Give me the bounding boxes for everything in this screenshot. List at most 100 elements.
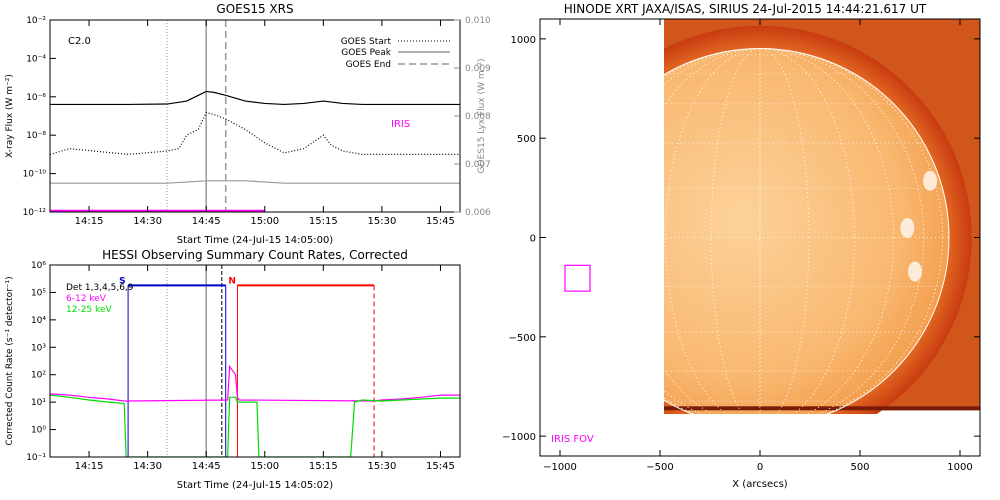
xrs-right-tick-label: 0.007 bbox=[465, 160, 491, 170]
hessi-xtick-label: 15:15 bbox=[309, 461, 338, 472]
legend-goes-peak: GOES Peak bbox=[341, 48, 391, 58]
hessi-xtick-label: 14:45 bbox=[192, 461, 221, 472]
xrt-y-axis: −1000 −500 0 500 1000 bbox=[502, 35, 980, 443]
xrt-helio-grid bbox=[664, 48, 949, 414]
xrt-ytick-label: 1000 bbox=[511, 35, 536, 46]
hessi-ytick-label: 10² bbox=[31, 371, 46, 381]
hessi-ytick-label: 10⁰ bbox=[31, 426, 46, 436]
xrt-image-panel: HINODE XRT JAXA/ISAS, SIRIUS 24-Jul-2015… bbox=[502, 2, 981, 490]
xrt-longitude-line bbox=[665, 48, 855, 414]
hessi-ytick-label: 10¹ bbox=[31, 398, 46, 408]
xrs-xtick-label: 15:30 bbox=[367, 216, 396, 227]
hessi-series-12-25-kev bbox=[50, 394, 460, 457]
goes-xrs-ylabel: X-ray Flux (W m⁻²) bbox=[5, 74, 15, 158]
iris-fov-rect bbox=[564, 264, 591, 292]
xrt-solar-disk bbox=[664, 48, 949, 414]
xrt-active-region bbox=[907, 261, 922, 282]
hessi-xtick-label: 15:00 bbox=[250, 461, 279, 472]
xrt-longitude-line bbox=[710, 48, 810, 414]
xrt-limb bbox=[664, 48, 950, 414]
xrt-bottom-edge bbox=[664, 406, 980, 411]
hessi-legend-detectors: Det 1,3,4,5,6,9 bbox=[66, 283, 134, 293]
xrt-active-region bbox=[923, 170, 938, 191]
xrt-xtick-label: 500 bbox=[850, 462, 869, 473]
xrt-title: HINODE XRT JAXA/ISAS, SIRIUS 24-Jul-2015… bbox=[564, 2, 927, 16]
legend-goes-start: GOES Start bbox=[341, 37, 392, 47]
xrt-ytick-label: 500 bbox=[517, 134, 536, 145]
hessi-ytick-label: 10⁻¹ bbox=[26, 453, 46, 463]
xrs-right-tick-label: 0.009 bbox=[465, 64, 491, 74]
xrt-xtick-label: 0 bbox=[757, 462, 763, 473]
xrs-right-tick-label: 0.008 bbox=[465, 112, 491, 122]
iris-fov-label: IRIS FOV bbox=[551, 434, 594, 445]
xrs-series-short-channel bbox=[50, 111, 460, 156]
xrs-xtick-label: 15:45 bbox=[426, 216, 455, 227]
hessi-series-6-12-kev bbox=[50, 364, 460, 402]
xrs-xtick-label: 15:15 bbox=[309, 216, 338, 227]
goes-xrs-xlabel: Start Time (24-Jul-15 14:05:00) bbox=[177, 235, 334, 246]
goes-legend: GOES Start GOES Peak GOES End bbox=[341, 37, 450, 70]
xrs-right-tick-label: 0.010 bbox=[465, 16, 491, 26]
legend-goes-end: GOES End bbox=[346, 60, 391, 70]
goes-xrs-right-axis: 0.006 0.007 0.008 0.009 0.010 bbox=[454, 16, 491, 218]
hessi-flag-label: N bbox=[228, 276, 236, 286]
xrt-ytick-label: −500 bbox=[509, 333, 536, 344]
goes-xrs-panel: GOES15 XRS 14:15 14:30 14:45 15:00 15:15 15:3… bbox=[5, 2, 491, 246]
xrs-ytick-label: 10⁻¹⁰ bbox=[23, 170, 47, 180]
hessi-ytick-label: 10³ bbox=[31, 343, 46, 353]
xrt-longitude-line bbox=[664, 48, 943, 414]
hessi-data-area bbox=[50, 265, 460, 457]
xrs-xtick-label: 15:00 bbox=[250, 216, 279, 227]
hessi-ytick-label: 10⁶ bbox=[31, 261, 46, 271]
hessi-frame bbox=[49, 264, 461, 458]
xrt-ytick-label: −1000 bbox=[502, 432, 536, 443]
xrs-series-long-channel bbox=[50, 90, 460, 106]
hessi-title: HESSI Observing Summary Count Rates, Cor… bbox=[102, 248, 408, 262]
xrt-image bbox=[664, 19, 980, 414]
hessi-panel: HESSI Observing Summary Count Rates, Cor… bbox=[5, 248, 461, 491]
hessi-legend-6-12: 6-12 keV bbox=[66, 294, 107, 304]
hessi-xtick-label: 14:15 bbox=[75, 461, 104, 472]
hessi-legend: Det 1,3,4,5,6,9 6-12 keV 12-25 keV bbox=[66, 283, 134, 315]
xrt-xlabel: X (arcsecs) bbox=[732, 479, 788, 490]
xrt-active-region bbox=[900, 218, 915, 239]
xrt-longitude-line bbox=[759, 48, 761, 414]
xrs-xtick-label: 14:45 bbox=[192, 216, 221, 227]
xrs-series-lyx bbox=[50, 180, 460, 184]
xrt-x-axis: −1000 −500 0 500 1000 bbox=[543, 19, 973, 473]
hessi-y-axis: 10⁻¹ 10⁰ 10¹ 10² 10³ 10⁴ 10⁵ 10⁶ bbox=[26, 261, 56, 463]
xrs-xtick-label: 14:15 bbox=[75, 216, 104, 227]
xrt-longitude-line bbox=[664, 48, 894, 414]
hessi-xtick-label: 15:30 bbox=[367, 461, 396, 472]
xrs-ytick-label: 10⁻⁴ bbox=[26, 54, 46, 64]
xrt-xtick-label: −1000 bbox=[543, 462, 577, 473]
hessi-ylabel: Corrected Count Rate (s⁻¹ detector⁻¹) bbox=[5, 276, 15, 445]
hessi-xtick-label: 15:45 bbox=[426, 461, 455, 472]
iris-label: IRIS bbox=[391, 119, 410, 130]
goes-xrs-right-ylabel: GOES15 Lyx Flux (W m⁻²) bbox=[477, 59, 487, 174]
xrt-ytick-label: 0 bbox=[530, 234, 536, 245]
xrt-longitude-line bbox=[664, 48, 925, 414]
hessi-legend-12-25: 12-25 keV bbox=[66, 305, 112, 315]
xrs-ytick-label: 10⁻¹² bbox=[23, 208, 47, 218]
goes-xrs-title: GOES15 XRS bbox=[216, 2, 293, 16]
hessi-xtick-label: 14:30 bbox=[133, 461, 162, 472]
goes-xrs-y-axis: 10⁻¹² 10⁻¹⁰ 10⁻⁸ 10⁻⁶ 10⁻⁴ 10⁻² bbox=[23, 16, 56, 218]
xrt-xtick-label: −500 bbox=[646, 462, 673, 473]
xrs-ytick-label: 10⁻² bbox=[26, 16, 46, 26]
goes-xrs-data-area bbox=[50, 20, 460, 212]
xrs-xtick-label: 14:30 bbox=[133, 216, 162, 227]
xrs-ytick-label: 10⁻⁶ bbox=[26, 93, 46, 103]
hessi-ytick-label: 10⁵ bbox=[31, 288, 46, 298]
xrs-right-tick-label: 0.006 bbox=[465, 208, 491, 218]
hessi-xlabel: Start Time (24-Jul-15 14:05:02) bbox=[177, 480, 334, 491]
flare-class-label: C2.0 bbox=[68, 36, 91, 47]
xrs-ytick-label: 10⁻⁸ bbox=[26, 131, 46, 141]
hessi-x-axis: 14:15 14:30 14:45 15:00 15:15 15:30 15:45 bbox=[75, 265, 455, 472]
hessi-flag-label: S bbox=[119, 276, 125, 286]
iris-fov-box bbox=[564, 264, 591, 292]
goes-xrs-x-axis: 14:15 14:30 14:45 15:00 15:15 15:30 15:45 bbox=[75, 20, 455, 227]
xrt-xtick-label: 1000 bbox=[947, 462, 972, 473]
hessi-ytick-label: 10⁴ bbox=[31, 316, 46, 326]
